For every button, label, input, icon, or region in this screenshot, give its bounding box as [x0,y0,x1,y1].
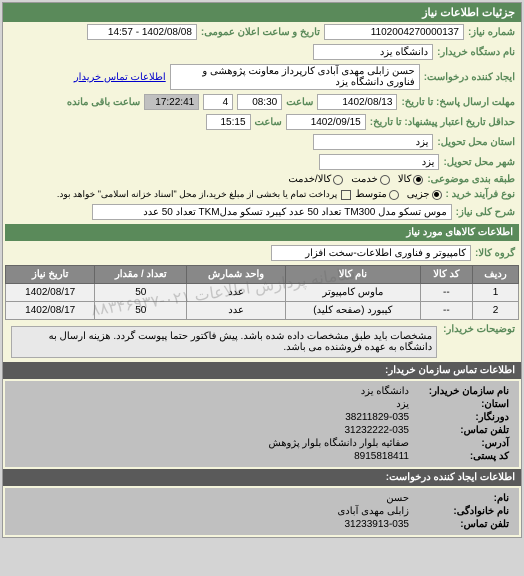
table-cell: 2 [472,302,518,320]
process-radio-group: جزیی متوسط [355,189,441,200]
datetime-label: تاریخ و ساعت اعلان عمومی: [201,27,320,38]
creator-phone-label: تلفن تماس: [409,519,509,530]
goods-group-label: گروه کالا: [475,248,515,259]
buyer-note-box: مشخصات باید طبق مشخصات داده شده باشد. پی… [11,326,437,358]
table-header: کد کالا [420,266,472,284]
org-phone-label: دورنگار: [409,412,509,423]
validity-date: 1402/09/15 [286,114,366,130]
table-cell: 1402/08/17 [6,302,95,320]
table-cell: 1402/08/17 [6,284,95,302]
radio-medium[interactable]: متوسط [355,189,398,200]
org-field: دانشگاه یزد [313,44,433,60]
province-field: یزد [313,134,433,150]
treasury-checkbox[interactable] [341,190,351,200]
category-radio-group: کالا خدمت کالا/خدمت [288,174,423,185]
table-header: نام کالا [285,266,420,284]
goods-section-title: اطلاعات کالاهای مورد نیاز [5,224,519,241]
table-cell: 1 [472,284,518,302]
radio-dot-icon [413,175,423,185]
org-name-label: نام سازمان خریدار: [409,386,509,397]
province-label: استان محل تحویل: [437,137,515,148]
validity-label: حداقل تاریخ اعتبار پیشنهاد: تا تاریخ: [370,117,515,128]
contact-org-section: نام سازمان خریدار:دانشگاه یزد استان:یزد … [5,381,519,467]
org-name-value: دانشگاه یزد [361,386,409,397]
table-cell: عدد [187,302,286,320]
creator-field: حسن زابلی مهدی آبادی کارپرداز معاونت پژو… [170,64,420,90]
org-province-value: یزد [396,399,409,410]
radio-goods-service[interactable]: کالا/خدمت [288,174,343,185]
goods-table: ردیفکد کالانام کالاواحد شمارشتعداد / مقد… [5,265,519,320]
creator-label: ایجاد کننده درخواست: [424,72,515,83]
table-cell: 50 [95,284,187,302]
org-postal-label: آدرس: [409,438,509,449]
contact-creator-header: اطلاعات ایجاد کننده درخواست: [3,469,521,486]
org-fax-value: 31232222-035 [344,425,409,436]
table-header: تعداد / مقدار [95,266,187,284]
table-row: 2--کیبورد (صفحه کلید)عدد501402/08/17 [6,302,519,320]
process-note: پرداخت تمام یا بخشی از مبلغ خرید،از محل … [57,189,337,200]
org-code-label: کد پستی: [409,451,509,462]
creator-family-value: زابلی مهدی آبادی [337,506,409,517]
table-header: واحد شمارش [187,266,286,284]
table-cell: -- [420,284,472,302]
radio-dot-icon [432,190,442,200]
radio-goods[interactable]: کالا [398,174,424,185]
remaining-time: 17:22:41 [144,94,199,110]
buyer-note-label: توضیحات خریدار: [443,324,515,335]
org-fax-label: تلفن تماس: [409,425,509,436]
datetime-field: 1402/08/08 - 14:57 [87,24,197,40]
org-label: نام دستگاه خریدار: [437,47,515,58]
desc-main-label: شرح کلی نیاز: [456,207,515,218]
table-cell: عدد [187,284,286,302]
creator-family-label: نام خانوادگی: [409,506,509,517]
contact-link[interactable]: اطلاعات تماس خریدار [74,72,166,83]
contact-creator-section: نام:حسن نام خانوادگی:زابلی مهدی آبادی تل… [5,488,519,535]
radio-small[interactable]: جزیی [407,189,442,200]
request-no-label: شماره نیاز: [468,27,515,38]
radio-service[interactable]: خدمت [351,174,390,185]
table-cell: 50 [95,302,187,320]
table-cell: ماوس کامپیوتر [285,284,420,302]
remaining-days: 4 [203,94,233,110]
org-code-value: 8915818411 [354,451,409,462]
remaining-suffix: ساعت باقی مانده [67,97,140,108]
table-header: تاریخ نیاز [6,266,95,284]
table-cell: کیبورد (صفحه کلید) [285,302,420,320]
category-label: طبقه بندی موضوعی: [427,174,515,185]
time-label-2: ساعت [255,117,282,128]
request-no-field: 1102004270000137 [324,24,464,40]
radio-dot-icon [389,190,399,200]
desc-main-field: موس تسکو مدل TM300 تعداد 50 عدد کیبرد تس… [92,204,452,220]
time-label-1: ساعت [286,97,313,108]
creator-name-value: حسن [386,493,409,504]
table-row: 1--ماوس کامپیوترعدد501402/08/17 [6,284,519,302]
process-label: نوع فرآیند خرید : [446,189,515,200]
creator-phone-value: 31233913-035 [344,519,409,530]
deadline-send-label: مهلت ارسال پاسخ: تا تاریخ: [401,97,515,108]
org-phone-value: 38211829-035 [345,412,409,423]
deadline-send-time: 08:30 [237,94,282,110]
panel-header: جزئیات اطلاعات نیاز [3,3,521,22]
table-header: ردیف [472,266,518,284]
table-cell: -- [420,302,472,320]
deadline-send-date: 1402/08/13 [317,94,397,110]
radio-dot-icon [380,175,390,185]
contact-org-header: اطلاعات تماس سازمان خریدار: [3,362,521,379]
radio-dot-icon [333,175,343,185]
org-postal-value: صفائیه بلوار دانشگاه بلوار پژوهش [268,438,409,449]
validity-time: 15:15 [206,114,251,130]
goods-group-field: کامپیوتر و فناوری اطلاعات-سخت افزار [271,245,471,261]
city-field: یزد [319,154,439,170]
org-province-label: استان: [409,399,509,410]
city-label: شهر محل تحویل: [443,157,515,168]
creator-name-label: نام: [409,493,509,504]
